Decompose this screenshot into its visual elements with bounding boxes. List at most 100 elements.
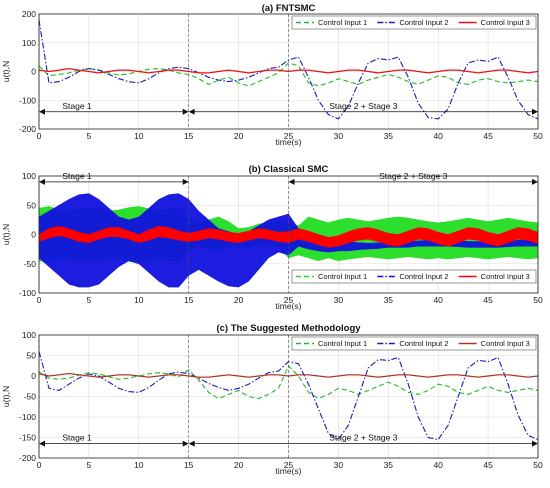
x-tick-label: 45 bbox=[483, 295, 493, 305]
legend-label: Control Input 2 bbox=[399, 272, 448, 281]
x-tick-label: 40 bbox=[433, 460, 443, 470]
x-tick-label: 20 bbox=[234, 460, 244, 470]
legend-label: Control Input 1 bbox=[318, 272, 367, 281]
stage-arrow-head bbox=[39, 440, 45, 447]
y-tick-label: -50 bbox=[24, 259, 37, 269]
legend: Control Input 1 Control Input 2 Control In… bbox=[291, 15, 537, 30]
x-tick-label: 50 bbox=[533, 131, 543, 141]
x-tick-label: 0 bbox=[37, 460, 42, 470]
stage-arrow-head bbox=[39, 178, 45, 185]
y-tick-label: 0 bbox=[31, 230, 36, 240]
stage-label: Stage 2 + Stage 3 bbox=[329, 433, 398, 443]
stage-arrow-head bbox=[188, 440, 195, 447]
chart-panel-1: Stage 1 Stage 2 + Stage 3 0 5 10 15 20 25 30 35 40… bbox=[1, 3, 543, 147]
legend-label: Control Input 3 bbox=[481, 339, 530, 348]
legend-label: Control Input 3 bbox=[481, 272, 530, 281]
chart-title: (b) Classical SMC bbox=[249, 164, 329, 175]
y-tick-label: 0 bbox=[31, 67, 36, 77]
x-tick-label: 50 bbox=[533, 295, 543, 305]
y-tick-label: 100 bbox=[22, 171, 36, 181]
axes-frame bbox=[38, 13, 539, 130]
legend-label: Control Input 2 bbox=[399, 18, 448, 27]
y-tick-label: 200 bbox=[22, 9, 36, 19]
x-tick-label: 5 bbox=[87, 295, 92, 305]
y-axis-label: u(t),N bbox=[1, 61, 11, 82]
x-tick-label: 20 bbox=[234, 131, 244, 141]
chart-title: (c) The Suggested Methodology bbox=[216, 323, 361, 334]
stage-arrow-head bbox=[182, 178, 189, 185]
x-tick-label: 35 bbox=[384, 295, 394, 305]
axes-frame bbox=[38, 175, 539, 294]
chart-panel-2: Stage 1 Stage 2 + Stage 30 5 10 15 20 25 30 35 40… bbox=[1, 164, 543, 311]
y-axis-label: u(t),N bbox=[1, 224, 11, 245]
x-tick-label: 10 bbox=[134, 295, 144, 305]
x-tick-label: 30 bbox=[334, 131, 344, 141]
x-tick-label: 15 bbox=[184, 460, 194, 470]
x-axis-label: time(s) bbox=[276, 137, 302, 147]
x-tick-label: 0 bbox=[37, 295, 42, 305]
x-tick-label: 30 bbox=[334, 460, 344, 470]
stage-arrow-head bbox=[532, 108, 538, 115]
legend-label: Control Input 3 bbox=[481, 18, 530, 27]
y-tick-label: 100 bbox=[22, 38, 36, 48]
legend-label: Control Input 1 bbox=[318, 339, 367, 348]
y-tick-label: -100 bbox=[19, 288, 36, 298]
x-tick-label: 10 bbox=[134, 460, 144, 470]
legend: Control Input 1 Control Input 2 Control In… bbox=[291, 336, 537, 351]
x-tick-label: 15 bbox=[184, 295, 194, 305]
series-group bbox=[39, 193, 538, 288]
x-tick-label: 45 bbox=[483, 460, 493, 470]
stage-arrow-head bbox=[188, 108, 195, 115]
legend-box bbox=[291, 269, 537, 284]
x-tick-label: 50 bbox=[533, 460, 543, 470]
y-tick-label: -50 bbox=[24, 392, 37, 402]
axes-frame bbox=[38, 334, 539, 459]
legend-box bbox=[291, 15, 537, 30]
x-tick-label: 5 bbox=[87, 460, 92, 470]
x-tick-label: 25 bbox=[284, 131, 294, 141]
stage-arrow-head bbox=[288, 178, 295, 185]
stage-arrow-head bbox=[532, 440, 538, 447]
y-tick-label: -100 bbox=[19, 95, 36, 105]
x-tick-label: 45 bbox=[483, 131, 493, 141]
y-tick-label: -200 bbox=[19, 124, 36, 134]
y-tick-label: 100 bbox=[22, 330, 36, 340]
stage-arrow-head bbox=[182, 440, 189, 447]
x-tick-label: 25 bbox=[284, 460, 294, 470]
stage-arrow-head bbox=[532, 178, 538, 185]
series-line-1 bbox=[39, 62, 538, 87]
x-tick-label: 40 bbox=[433, 295, 443, 305]
y-tick-label: -150 bbox=[19, 433, 36, 443]
legend-label: Control Input 2 bbox=[399, 339, 448, 348]
stage-arrow-head bbox=[182, 108, 189, 115]
y-axis-label: u(t),N bbox=[1, 386, 11, 407]
y-tick-label: -100 bbox=[19, 412, 36, 422]
stage-label: Stage 1 bbox=[62, 101, 92, 111]
x-tick-label: 10 bbox=[134, 131, 144, 141]
chart-title: (a) FNTSMC bbox=[262, 3, 316, 14]
stage-label: Stage 2 + Stage 3 bbox=[329, 101, 398, 111]
x-tick-label: 25 bbox=[284, 295, 294, 305]
x-tick-label: 5 bbox=[87, 131, 92, 141]
x-axis-label: time(s) bbox=[276, 301, 302, 311]
x-axis-label: time(s) bbox=[276, 466, 302, 476]
x-tick-label: 15 bbox=[184, 131, 194, 141]
y-tick-label: -200 bbox=[19, 453, 36, 463]
legend-box bbox=[291, 336, 537, 351]
stage-label: Stage 1 bbox=[62, 433, 92, 443]
x-tick-label: 0 bbox=[37, 131, 42, 141]
legend: Control Input 1 Control Input 2 Control In… bbox=[291, 269, 537, 284]
stage-arrow-head bbox=[39, 108, 45, 115]
x-tick-label: 35 bbox=[384, 460, 394, 470]
x-tick-label: 20 bbox=[234, 295, 244, 305]
chart-panel-3: Stage 1 Stage 2 + Stage 3 0 5 10 15 20 25 30 35 40… bbox=[1, 323, 543, 476]
y-tick-label: 50 bbox=[27, 351, 37, 361]
y-tick-label: 0 bbox=[31, 371, 36, 381]
x-tick-label: 35 bbox=[384, 131, 394, 141]
x-tick-label: 40 bbox=[433, 131, 443, 141]
y-tick-label: 50 bbox=[27, 200, 37, 210]
x-tick-label: 30 bbox=[334, 295, 344, 305]
legend-label: Control Input 1 bbox=[318, 18, 367, 27]
